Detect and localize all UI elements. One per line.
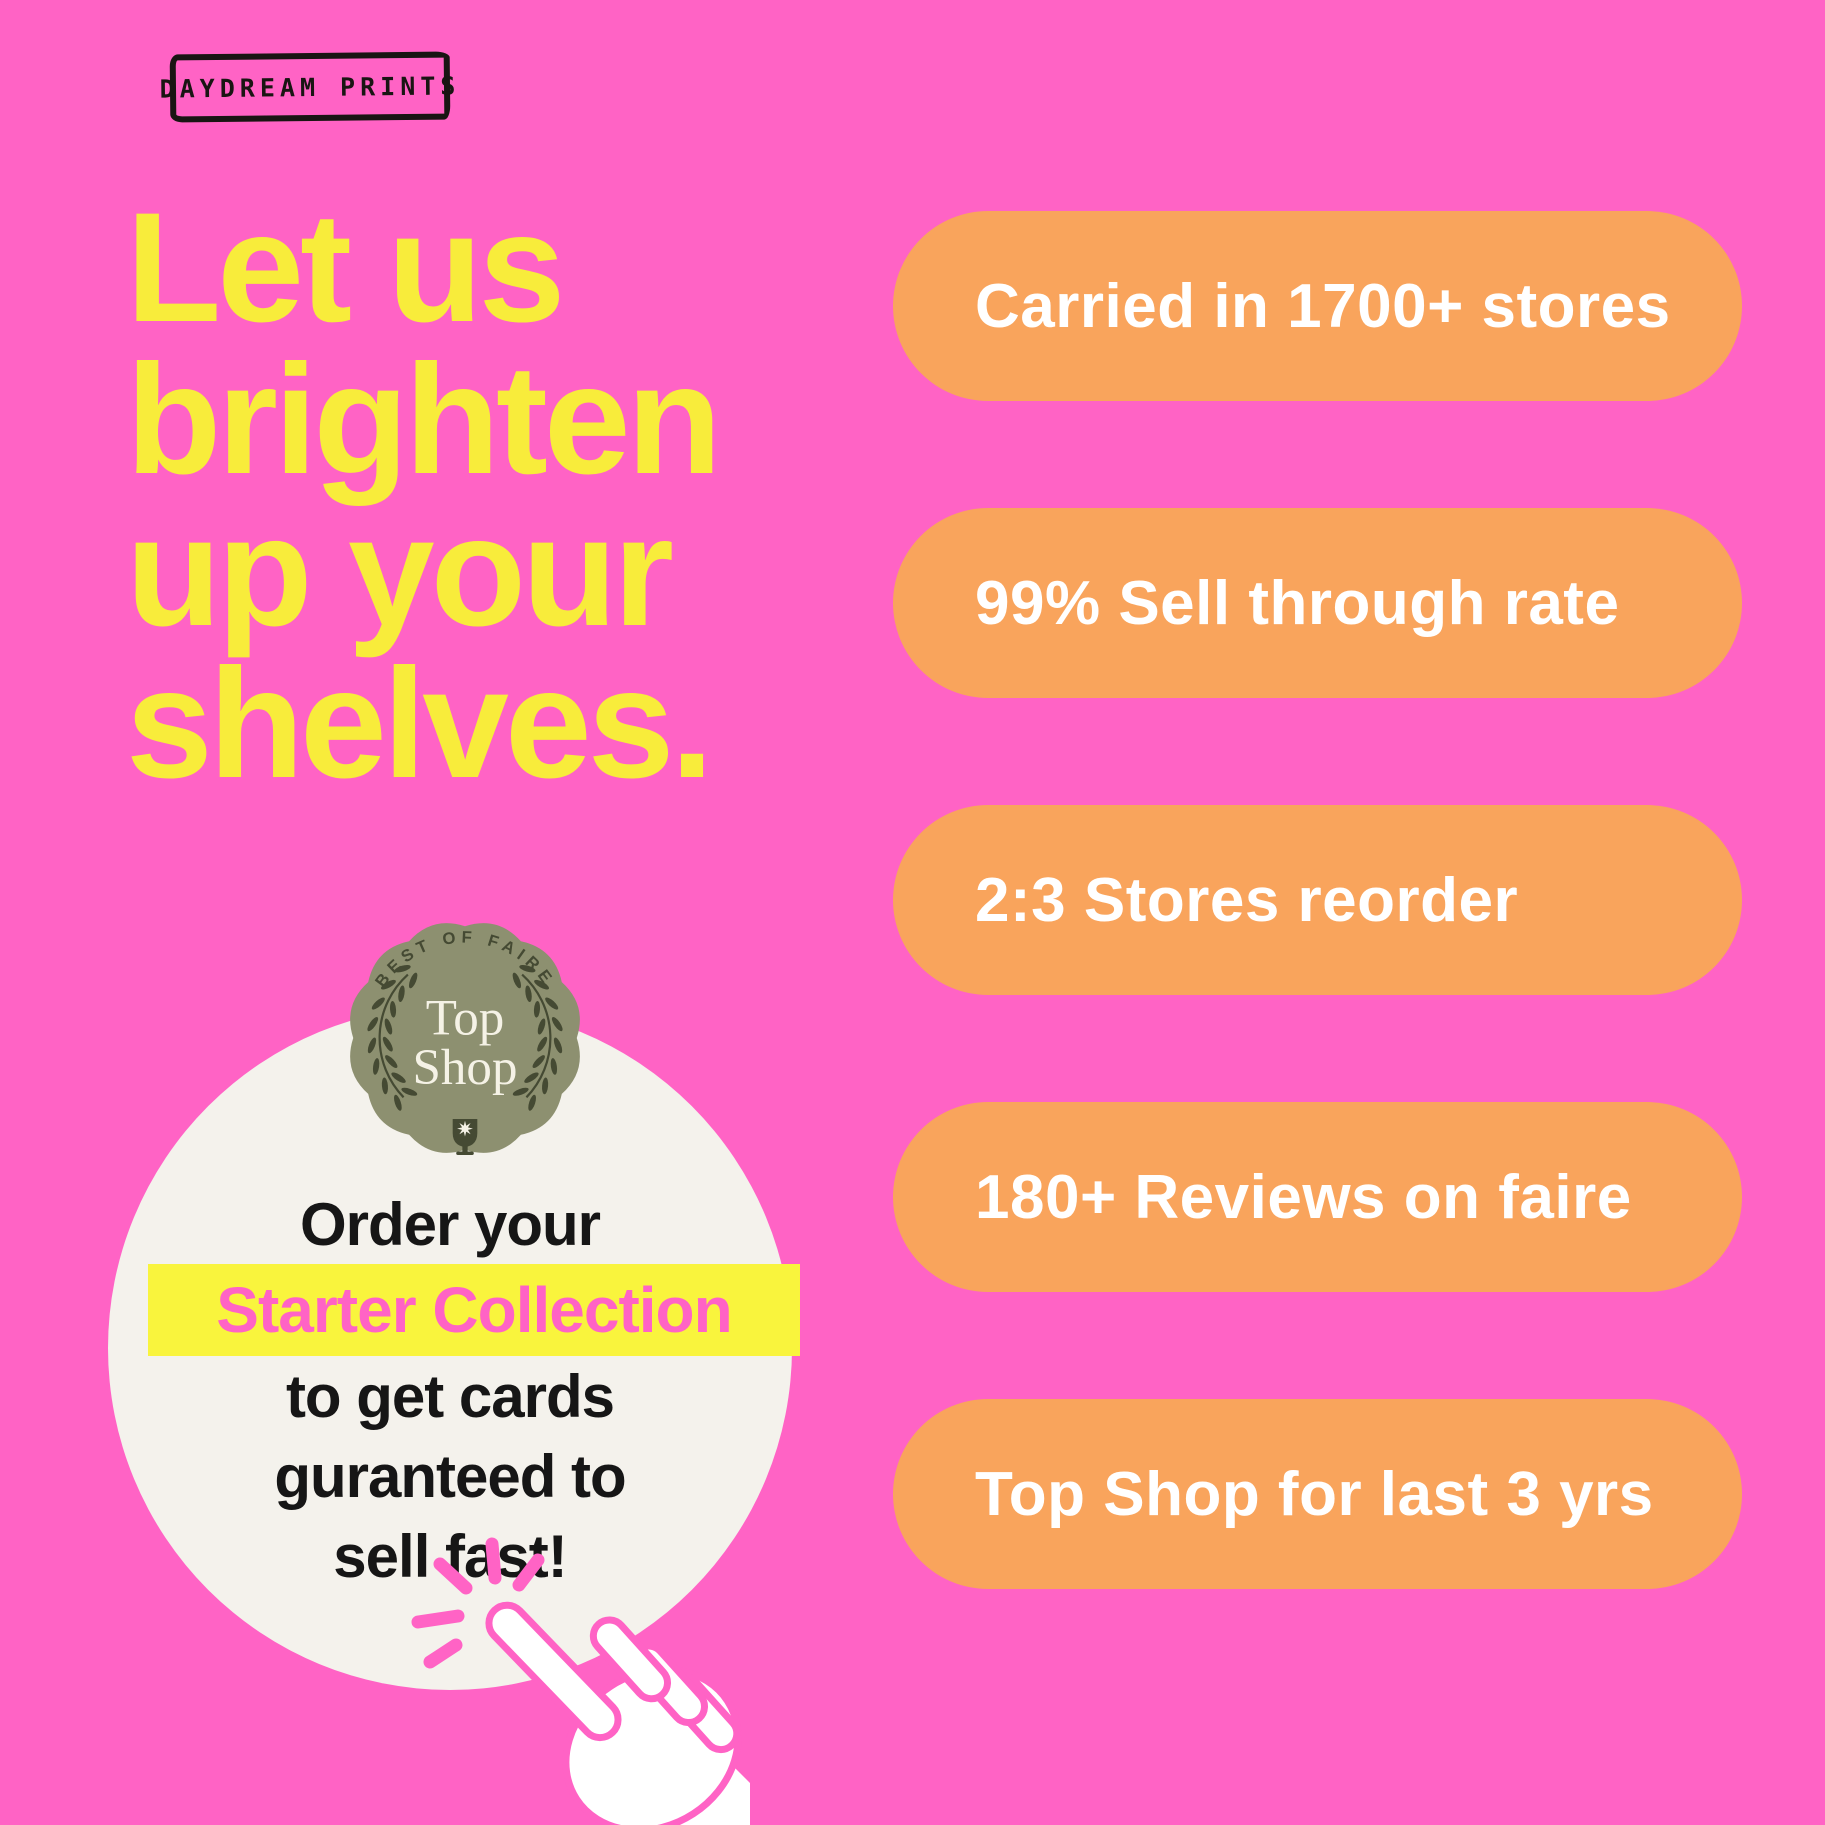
trophy-icon <box>452 1118 478 1156</box>
stat-pill-reorder-label: 2:3 Stores reorder <box>975 865 1519 935</box>
stat-pill-reviews-label: 180+ Reviews on faire <box>975 1162 1632 1232</box>
badge-title-top: Top <box>426 990 505 1046</box>
laurel-left-icon <box>367 964 418 1111</box>
top-shop-badge-icon: BEST OF FAIRE Top Shop <box>350 923 580 1156</box>
headline: Let us brighten up your shelves. <box>126 181 722 811</box>
cta-line-after-2: guranteed to <box>274 1443 626 1510</box>
stat-pill-sell-through: 99% Sell through rate <box>893 508 1742 698</box>
trophy-star-icon <box>457 1120 473 1137</box>
headline-line-2: brighten <box>126 333 722 507</box>
headline-line-1: Let us <box>126 181 565 355</box>
click-rays-icon <box>411 1537 545 1669</box>
cta-highlight-text: Starter Collection <box>216 1274 732 1346</box>
headline-line-4: shelves. <box>126 637 714 811</box>
badge-title-bottom: Shop <box>413 1040 518 1096</box>
stat-pill-top-shop: Top Shop for last 3 yrs <box>893 1399 1742 1589</box>
stat-pill-top-shop-label: Top Shop for last 3 yrs <box>975 1459 1654 1529</box>
cta-highlight-band: Starter Collection <box>148 1264 800 1356</box>
click-hand-icon <box>411 1537 750 1825</box>
badge-scallop-shape <box>350 923 580 1153</box>
brand-logo-text: DAYDREAM PRINTS <box>159 70 461 104</box>
laurel-right-icon <box>512 964 563 1111</box>
stat-pill-reorder: 2:3 Stores reorder <box>893 805 1742 995</box>
stat-pill-stores: Carried in 1700+ stores <box>893 211 1742 401</box>
stat-pill-stores-label: Carried in 1700+ stores <box>975 271 1671 341</box>
cta-line-before: Order your <box>299 1191 601 1258</box>
stat-pill-sell-through-label: 99% Sell through rate <box>975 568 1620 638</box>
stat-pill-reviews: 180+ Reviews on faire <box>893 1102 1742 1292</box>
hand-silhouette <box>485 1601 750 1825</box>
headline-line-3: up your <box>126 485 674 659</box>
brand-logo-box: DAYDREAM PRINTS <box>159 51 461 123</box>
cta-line-after-1: to get cards <box>285 1363 615 1430</box>
